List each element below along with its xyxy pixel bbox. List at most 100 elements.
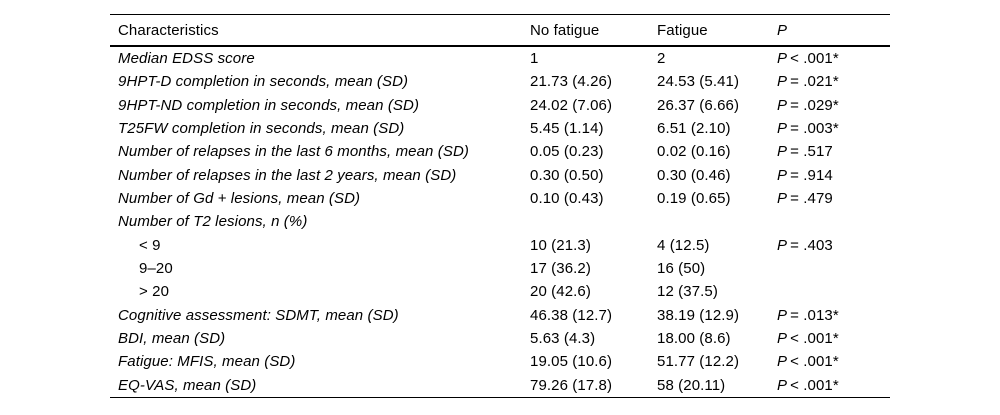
no-fatigue-value: 19.05 (10.6) — [530, 353, 613, 371]
row-label: BDI, mean (SD) — [118, 329, 226, 347]
p-number: = .021* — [790, 73, 839, 91]
p-value: P = .013* — [777, 304, 890, 327]
fatigue-value: 6.51 (2.10) — [657, 119, 731, 137]
no-fatigue-value: 10 (21.3) — [530, 236, 591, 254]
fatigue-value — [657, 210, 777, 233]
p-number: < .001* — [790, 329, 839, 347]
p-value: P = .029* — [777, 94, 890, 117]
no-fatigue-value: 1 — [530, 50, 539, 67]
table-row: Cognitive assessment: SDMT, mean (SD) 46.… — [110, 304, 890, 327]
column-header-fatigue: Fatigue — [657, 21, 708, 39]
fatigue-value: 51.77 (12.2) — [657, 353, 740, 371]
p-symbol: P — [777, 143, 788, 161]
table-row: Fatigue: MFIS, mean (SD) 19.05 (10.6) 51.7… — [110, 350, 890, 373]
p-symbol: P — [777, 96, 788, 114]
row-label: 9HPT-D completion in seconds, mean (SD) — [118, 73, 409, 91]
column-header-no-fatigue: No fatigue — [530, 21, 600, 39]
p-value: P = .003* — [777, 117, 890, 140]
row-label: Number of T2 lesions, n (%) — [118, 213, 308, 231]
table-header: Characteristics No fatigue Fatigue P — [110, 15, 890, 47]
paper-table: Characteristics No fatigue Fatigue P Med… — [110, 14, 890, 398]
p-number: < .001* — [790, 376, 839, 394]
p-symbol: P — [777, 376, 788, 394]
table-row: Median EDSS score 1 2 P < .001* — [110, 47, 890, 70]
no-fatigue-value: 0.10 (0.43) — [530, 189, 604, 207]
table-row: Number of relapses in the last 6 months,… — [110, 140, 890, 163]
row-label: EQ-VAS, mean (SD) — [118, 376, 257, 394]
no-fatigue-value: 5.63 (4.3) — [530, 329, 596, 347]
fatigue-value: 26.37 (6.66) — [657, 96, 740, 114]
p-number: = .403 — [790, 236, 833, 254]
table-row: Number of relapses in the last 2 years, … — [110, 164, 890, 187]
table-row: 9–20 17 (36.2) 16 (50) — [110, 257, 890, 280]
row-label: Number of relapses in the last 6 months,… — [118, 143, 469, 161]
no-fatigue-value: 46.38 (12.7) — [530, 306, 613, 324]
no-fatigue-value — [530, 210, 657, 233]
no-fatigue-value: 20 (42.6) — [530, 283, 591, 301]
fatigue-value: 58 (20.11) — [657, 376, 726, 394]
no-fatigue-value: 21.73 (4.26) — [530, 73, 613, 91]
p-number: = .029* — [790, 96, 839, 114]
row-label: 9HPT-ND completion in seconds, mean (SD) — [118, 96, 420, 114]
no-fatigue-value: 5.45 (1.14) — [530, 119, 604, 137]
fatigue-value: 0.19 (0.65) — [657, 189, 731, 207]
p-symbol: P — [777, 353, 788, 371]
fatigue-value: 18.00 (8.6) — [657, 329, 731, 347]
p-number: < .001* — [790, 353, 839, 371]
p-symbol: P — [777, 73, 788, 91]
row-label: Cognitive assessment: SDMT, mean (SD) — [118, 306, 399, 324]
p-value: P < .001* — [777, 327, 890, 350]
row-label: > 20 — [139, 283, 170, 301]
fatigue-value: 12 (37.5) — [657, 283, 718, 301]
table-row: < 9 10 (21.3) 4 (12.5) P = .403 — [110, 234, 890, 257]
p-symbol: P — [777, 50, 788, 67]
p-symbol: P — [777, 189, 788, 207]
table-row: 9HPT-D completion in seconds, mean (SD) 2… — [110, 70, 890, 93]
p-value — [777, 257, 890, 280]
column-header-p: P — [777, 21, 788, 39]
fatigue-value: 16 (50) — [657, 259, 706, 277]
no-fatigue-value: 79.26 (17.8) — [530, 376, 613, 394]
p-number: = .013* — [790, 306, 839, 324]
p-value: P < .001* — [777, 374, 890, 397]
table-row: BDI, mean (SD) 5.63 (4.3) 18.00 (8.6) P < .0… — [110, 327, 890, 350]
p-value: P = .479 — [777, 187, 890, 210]
row-label: T25FW completion in seconds, mean (SD) — [118, 119, 405, 137]
p-value: P = .021* — [777, 70, 890, 93]
table-row: Number of T2 lesions, n (%) — [110, 210, 890, 233]
p-value — [777, 210, 890, 233]
p-number: < .001* — [790, 50, 839, 67]
fatigue-value: 2 — [657, 50, 666, 67]
p-value — [777, 280, 890, 303]
no-fatigue-value: 24.02 (7.06) — [530, 96, 613, 114]
table-row: EQ-VAS, mean (SD) 79.26 (17.8) 58 (20.11) P… — [110, 374, 890, 397]
row-label: < 9 — [139, 236, 161, 254]
p-symbol: P — [777, 119, 788, 137]
row-label: 9–20 — [139, 259, 173, 277]
table-row: 9HPT-ND completion in seconds, mean (SD)… — [110, 94, 890, 117]
p-symbol: P — [777, 329, 788, 347]
fatigue-value: 4 (12.5) — [657, 236, 710, 254]
fatigue-value: 0.30 (0.46) — [657, 166, 731, 184]
p-number: = .479 — [790, 189, 833, 207]
p-number: = .914 — [790, 166, 833, 184]
no-fatigue-value: 17 (36.2) — [530, 259, 591, 277]
p-symbol: P — [777, 306, 788, 324]
column-header-characteristics: Characteristics — [118, 21, 219, 39]
p-value: P = .914 — [777, 164, 890, 187]
p-value: P < .001* — [777, 350, 890, 373]
no-fatigue-value: 0.30 (0.50) — [530, 166, 604, 184]
p-value: P < .001* — [777, 47, 890, 70]
table-row: Number of Gd + lesions, mean (SD) 0.10 (0… — [110, 187, 890, 210]
fatigue-value: 24.53 (5.41) — [657, 73, 740, 91]
p-symbol: P — [777, 166, 788, 184]
no-fatigue-value: 0.05 (0.23) — [530, 143, 604, 161]
p-symbol: P — [777, 236, 788, 254]
table-body: Median EDSS score 1 2 P < .001* 9HPT-D comple… — [110, 47, 890, 397]
fatigue-value: 38.19 (12.9) — [657, 306, 740, 324]
fatigue-value: 0.02 (0.16) — [657, 143, 731, 161]
row-label: Number of relapses in the last 2 years, … — [118, 166, 457, 184]
p-number: = .003* — [790, 119, 839, 137]
table-row: T25FW completion in seconds, mean (SD) 5.… — [110, 117, 890, 140]
p-number: = .517 — [790, 143, 833, 161]
